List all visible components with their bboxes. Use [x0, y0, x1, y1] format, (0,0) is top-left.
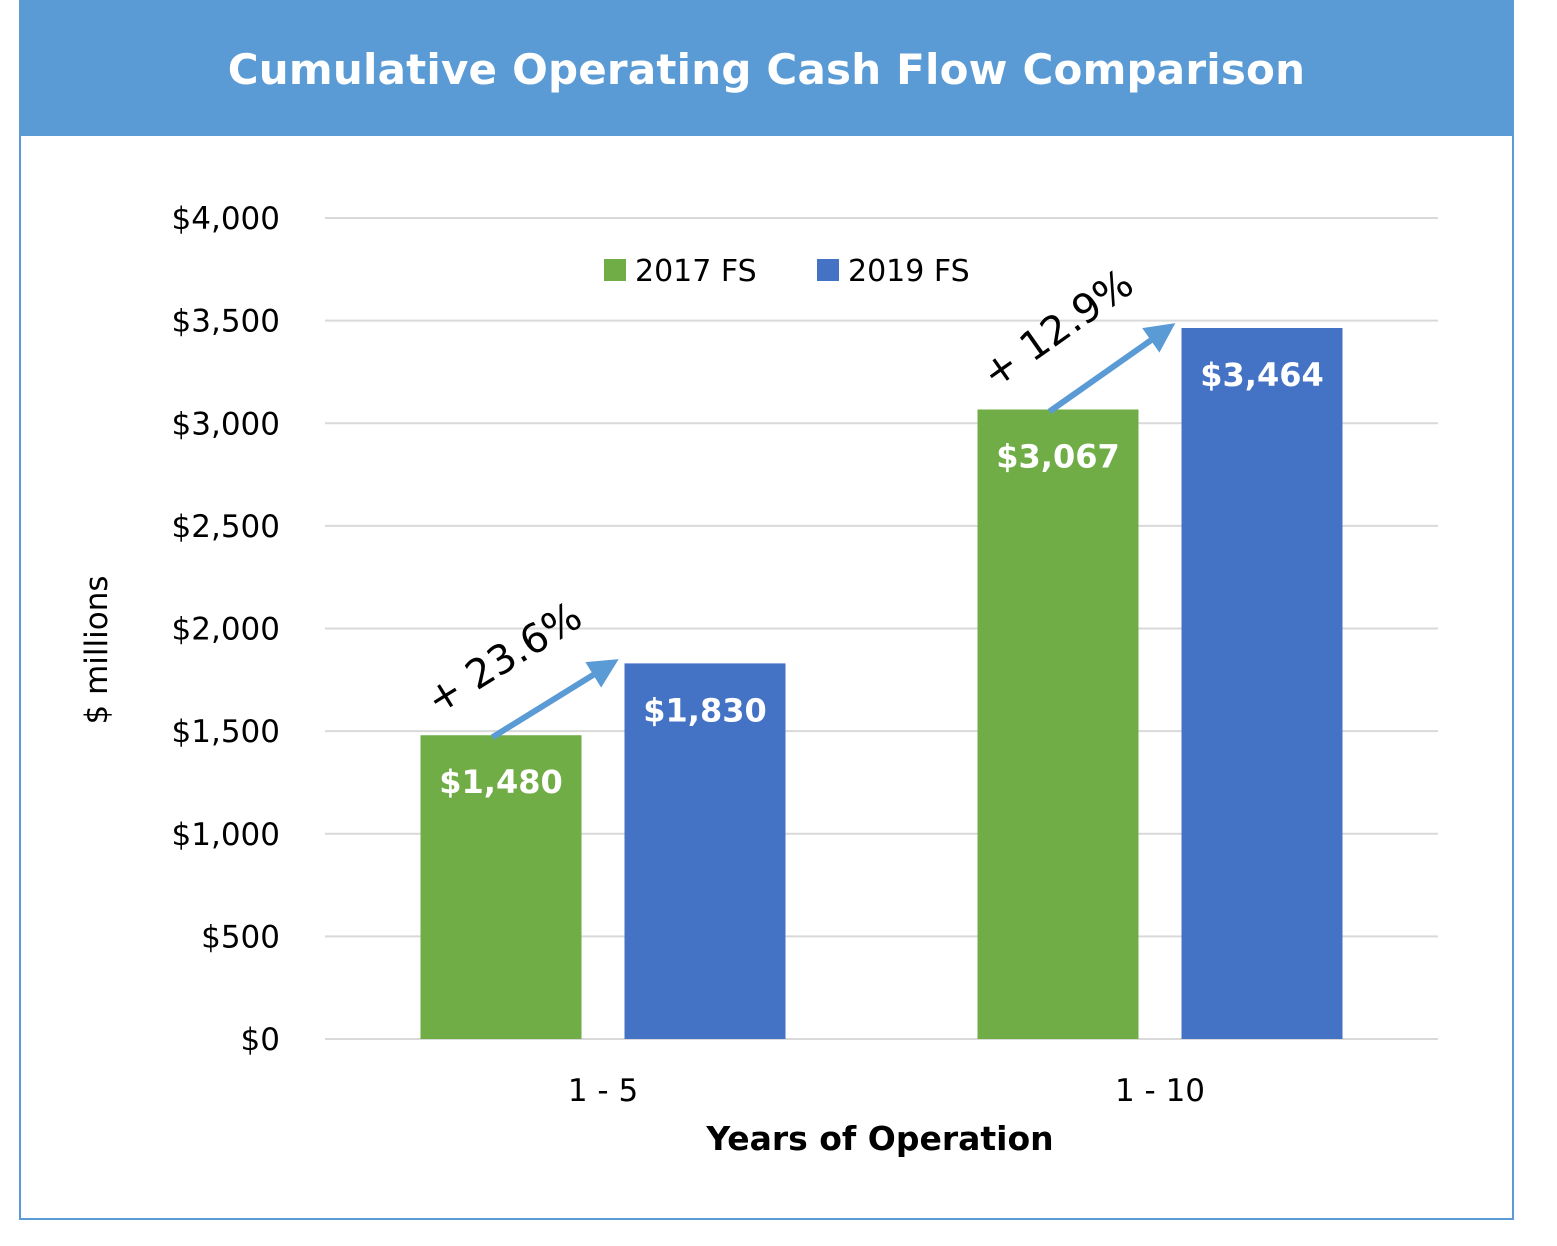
x-axis-categories: 1 - 5 1 - 10 [568, 1073, 1205, 1109]
data-label: $3,067 [996, 437, 1119, 475]
bar [1181, 328, 1343, 1039]
data-labels: $1,480 $1,830 $3,067 $3,464 [439, 356, 1323, 801]
annotation-arrow [490, 659, 619, 740]
data-label: $1,480 [439, 763, 562, 801]
x-axis-title: Years of Operation [705, 1119, 1053, 1158]
legend-swatch [817, 259, 839, 281]
legend-label: 2019 FS [848, 254, 970, 289]
bars [420, 328, 1343, 1039]
chart-title: Cumulative Operating Cash Flow Compariso… [227, 44, 1306, 94]
y-tick-label: $0 [241, 1022, 280, 1058]
x-category-label: 1 - 10 [1115, 1073, 1205, 1109]
legend-swatch [604, 259, 626, 281]
y-tick-label: $3,500 [172, 304, 280, 340]
data-label: $1,830 [643, 691, 766, 729]
y-tick-label: $1,500 [172, 714, 280, 750]
x-category-label: 1 - 5 [568, 1073, 638, 1109]
annotation-label: + 23.6% [419, 593, 591, 723]
annotation-label: + 12.9% [974, 260, 1142, 397]
title-bar: Cumulative Operating Cash Flow Compariso… [21, 2, 1512, 136]
y-tick-label: $2,500 [172, 509, 280, 545]
y-tick-label: $4,000 [172, 201, 280, 237]
y-tick-label: $3,000 [172, 406, 280, 442]
bar [624, 663, 786, 1039]
y-tick-label: $500 [201, 919, 280, 955]
y-axis-ticks: $0 $500 $1,000 $1,500 $2,000 $2,500 $3,000 $3,5… [172, 201, 280, 1058]
legend: 2017 FS 2019 FS [604, 254, 970, 289]
legend-label: 2017 FS [635, 254, 757, 289]
bar [420, 735, 582, 1039]
bar [977, 409, 1139, 1039]
y-tick-label: $2,000 [172, 612, 280, 648]
y-axis-title: $ millions [79, 576, 115, 725]
data-label: $3,464 [1200, 356, 1323, 394]
y-tick-label: $1,000 [172, 817, 280, 853]
annotation-arrow [1047, 323, 1176, 414]
